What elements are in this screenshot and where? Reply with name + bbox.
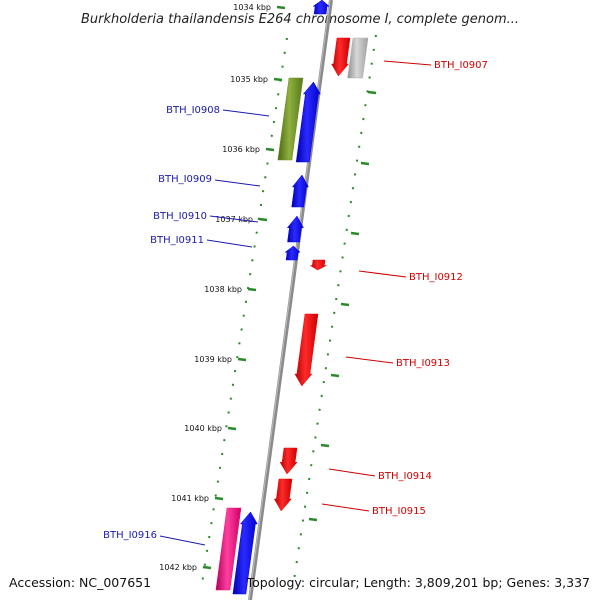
gene-g0914[interactable] [279, 447, 298, 475]
gene-label-BTH_I0907[interactable]: BTH_I0907 [434, 60, 488, 71]
gene-g0911[interactable] [284, 245, 301, 261]
gene-label-BTH_I0908[interactable]: BTH_I0908 [166, 105, 220, 116]
gene-label-BTH_I0916[interactable]: BTH_I0916 [103, 530, 157, 541]
minor-tick [360, 161, 370, 166]
major-tick [202, 565, 212, 570]
major-tick [265, 147, 275, 152]
gene-top-blue[interactable] [312, 0, 330, 15]
label-line [328, 468, 376, 477]
gene-labels: BTH_I0907 BTH_I0908 BTH_I0909 BTH_I0910 BTH_… [103, 60, 488, 541]
scale-label: 1035 kbp [230, 75, 268, 84]
scale-label: 1042 kbp [159, 563, 197, 572]
gene-label-BTH_I0915[interactable]: BTH_I0915 [372, 506, 426, 517]
label-line [345, 356, 394, 364]
minor-tick [320, 443, 330, 448]
gene-pink[interactable] [215, 507, 242, 591]
label-line [206, 239, 253, 248]
accession-text: Accession: NC_007651 [9, 575, 152, 590]
gene-label-BTH_I0914[interactable]: BTH_I0914 [378, 471, 432, 482]
minor-tick [367, 90, 377, 95]
label-line [383, 60, 432, 66]
minor-tick [350, 231, 360, 236]
gene-label-BTH_I0912[interactable]: BTH_I0912 [409, 272, 463, 283]
left-tick-track [200, 37, 288, 591]
major-tick [237, 357, 247, 362]
major-tick [258, 217, 268, 222]
scale-label: 1034 kbp [233, 3, 271, 12]
gene-label-BTH_I0911[interactable]: BTH_I0911 [150, 235, 204, 246]
label-line [321, 503, 370, 512]
gene-g0915[interactable] [273, 478, 293, 512]
minor-tick [330, 373, 340, 378]
major-tick [247, 287, 257, 292]
gene-g0908[interactable] [295, 81, 321, 163]
gene-g0909[interactable] [291, 174, 309, 208]
topology-text: Topology: circular; Length: 3,809,201 bp… [246, 575, 590, 590]
gene-label-BTH_I0910[interactable]: BTH_I0910 [153, 211, 207, 222]
gene-g0913[interactable] [294, 313, 319, 387]
scale-label: 1038 kbp [204, 285, 242, 294]
gene-green[interactable] [277, 77, 304, 161]
gene-label-lines [159, 60, 432, 546]
major-tick [276, 5, 286, 10]
label-line [209, 215, 259, 223]
label-line [222, 109, 270, 117]
scale-label: 1036 kbp [222, 145, 260, 154]
major-tick [214, 496, 224, 501]
label-line [358, 270, 407, 278]
genes [215, 0, 369, 595]
gene-g0910[interactable] [286, 215, 304, 243]
label-line [159, 535, 206, 546]
scale-label: 1041 kbp [171, 494, 209, 503]
scale-label: 1039 kbp [194, 355, 232, 364]
gene-top-gray[interactable] [347, 37, 369, 79]
gene-label-BTH_I0909[interactable]: BTH_I0909 [158, 174, 212, 185]
map-title: Burkholderia thailandensis E264 chromoso… [81, 12, 519, 27]
minor-tick [340, 302, 350, 307]
minor-tick [308, 517, 318, 522]
major-ticks [202, 5, 377, 570]
scale-label: 1040 kbp [184, 424, 222, 433]
gene-g0916[interactable] [232, 511, 258, 595]
gene-label-BTH_I0913[interactable]: BTH_I0913 [396, 358, 450, 369]
major-tick [227, 426, 237, 431]
gene-top-red[interactable] [331, 37, 351, 77]
major-tick [273, 77, 283, 82]
gene-g0912[interactable] [309, 259, 327, 271]
label-line [214, 179, 261, 187]
